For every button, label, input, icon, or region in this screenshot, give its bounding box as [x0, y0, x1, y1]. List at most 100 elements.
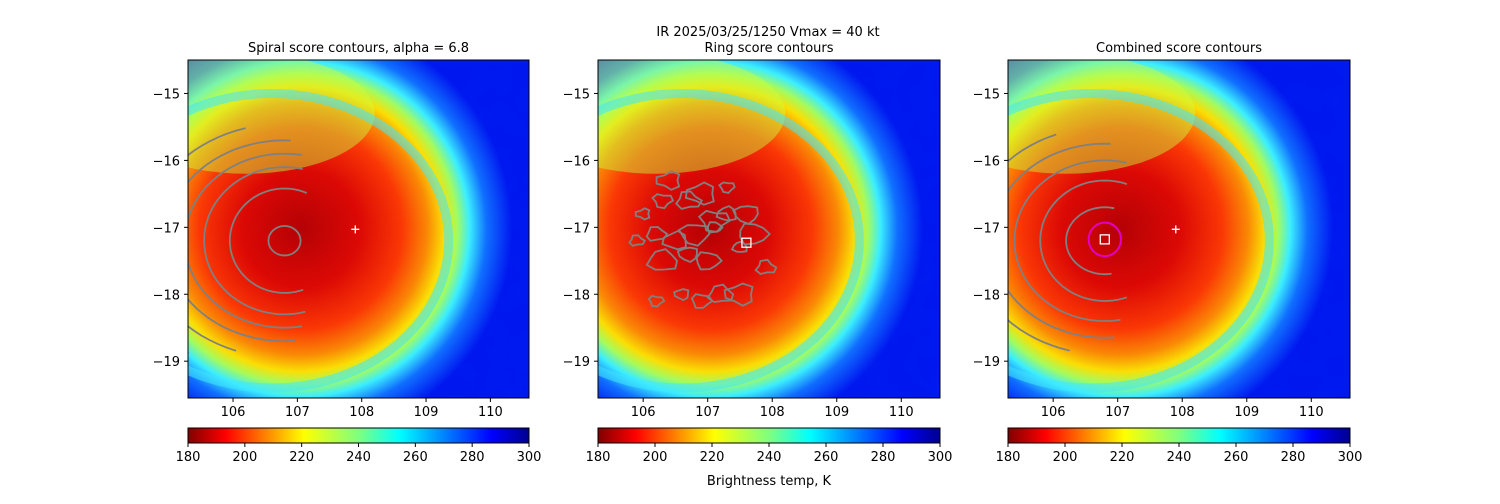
contour-line: [944, 151, 1002, 343]
axes-frame-spiral: [187, 59, 530, 399]
outer-band: [598, 89, 864, 393]
center-square-marker: [741, 237, 752, 248]
contour-line: [188, 127, 246, 352]
panel-ring: Ring score contours 106 107 108 109 110 −15 −16…: [563, 41, 953, 465]
panel-combined: Combined score contours 106 107 108 109 110 −1…: [944, 41, 1363, 465]
x-tick-label: 108: [349, 405, 374, 420]
colorbar-tick-label: 220: [700, 450, 725, 465]
colorbar-tick-label: 220: [289, 450, 314, 465]
panel-title-combined: Combined score contours: [1096, 41, 1262, 56]
colorbar-label: Brightness temp, K: [707, 474, 832, 489]
ring-contour: [676, 246, 698, 264]
x-tick-label: 109: [414, 405, 439, 420]
ring-contour: [634, 207, 651, 221]
ring-contour: [645, 248, 678, 271]
colorbar-tick-label: 240: [757, 450, 782, 465]
y-tick-label: −15: [153, 87, 180, 102]
y-tick-label: −17: [563, 221, 590, 236]
contour-line: [85, 183, 121, 320]
colorbar-tick-label: 300: [1338, 450, 1363, 465]
colorbar-tick-label: 260: [1224, 450, 1249, 465]
y-tick-label: −18: [563, 288, 590, 303]
cloud-shield: [188, 60, 375, 174]
x-tick-label: 108: [1170, 405, 1195, 420]
figure-suptitle: IR 2025/03/25/1250 Vmax = 40 kt: [656, 25, 879, 40]
ring-contour: [723, 282, 754, 307]
axes-frame-ring: [597, 59, 941, 399]
ring-contour: [677, 224, 711, 247]
colorbar-tick-label: 220: [1110, 450, 1135, 465]
contour-line: [1008, 142, 1115, 339]
colorbar-tick-label: 240: [1167, 450, 1192, 465]
ring-contour: [754, 258, 778, 275]
colorbar-tick-label: 260: [814, 450, 839, 465]
contour-line: [1008, 133, 1070, 352]
contour-line: [188, 152, 302, 329]
colorbar-tick-label: 180: [586, 450, 611, 465]
ring-contour: [647, 294, 666, 308]
colorbar-spiral: [187, 427, 530, 444]
colorbar-tick-label: 300: [928, 450, 953, 465]
x-tick-label: 107: [1105, 405, 1130, 420]
center-square-marker: [1099, 234, 1110, 245]
ring-contour: [684, 181, 715, 206]
y-tick-label: −18: [973, 288, 1000, 303]
contour-line: [1039, 179, 1128, 302]
x-tick-label: 109: [1234, 405, 1259, 420]
ring-contour: [673, 288, 690, 302]
x-tick-label: 110: [478, 405, 503, 420]
colorbar-tick-label: 280: [460, 450, 485, 465]
panel-title-spiral: Spiral score contours, alpha = 6.8: [248, 41, 469, 56]
outer-band: [188, 89, 454, 393]
cloud-shield: [598, 60, 786, 174]
ring-contour: [706, 283, 735, 304]
ring-contour: [732, 205, 759, 225]
contour-line: [267, 224, 302, 257]
y-tick-label: −15: [563, 87, 590, 102]
colorbar-combined: [1007, 427, 1351, 444]
ring-contour: [655, 170, 681, 191]
y-tick-label: −16: [973, 154, 1000, 169]
colorbar-ring: [597, 427, 941, 444]
x-tick-label: 108: [760, 405, 785, 420]
plot-area-spiral: [85, 60, 529, 398]
contour-line: [188, 351, 189, 354]
y-tick-label: −17: [153, 221, 180, 236]
y-tick-label: −18: [153, 288, 180, 303]
ring-contour: [675, 190, 704, 210]
colorbar-tick-label: 200: [232, 450, 257, 465]
colorbar-tick-label: 180: [176, 450, 201, 465]
x-tick-label: 107: [695, 405, 720, 420]
center-plus-marker: [1171, 225, 1180, 234]
y-tick-label: −15: [973, 87, 1000, 102]
colorbar-tick-label: 260: [403, 450, 428, 465]
y-tick-label: −19: [563, 355, 590, 370]
x-tick-label: 110: [1299, 405, 1324, 420]
colorbar-tick-label: 200: [643, 450, 668, 465]
contour-line: [188, 139, 295, 343]
x-tick-label: 106: [221, 405, 246, 420]
cloud-shield: [1008, 60, 1196, 174]
colorbar-tick-label: 180: [996, 450, 1021, 465]
panel-title-ring: Ring score contours: [704, 41, 833, 56]
x-tick-label: 106: [1041, 405, 1066, 420]
ring-contour: [651, 193, 675, 210]
contour-line: [203, 166, 306, 316]
panel-spiral: Spiral score contours, alpha = 6.8 106 107…: [85, 41, 542, 465]
x-tick-label: 107: [285, 405, 310, 420]
y-tick-label: −16: [563, 154, 590, 169]
plot-area-combined: [944, 60, 1350, 398]
center-circle-marker: [1087, 221, 1122, 258]
ring-contour: [697, 209, 732, 233]
outer-band: [1008, 89, 1274, 393]
x-tick-label: 109: [824, 405, 849, 420]
contour-line: [1013, 159, 1127, 322]
ring-contour: [645, 226, 669, 242]
axes-frame-combined: [1007, 59, 1351, 399]
x-tick-label: 110: [889, 405, 914, 420]
ring-contour: [628, 234, 647, 247]
contour-line: [1065, 206, 1115, 276]
center-plus-marker: [351, 225, 360, 234]
